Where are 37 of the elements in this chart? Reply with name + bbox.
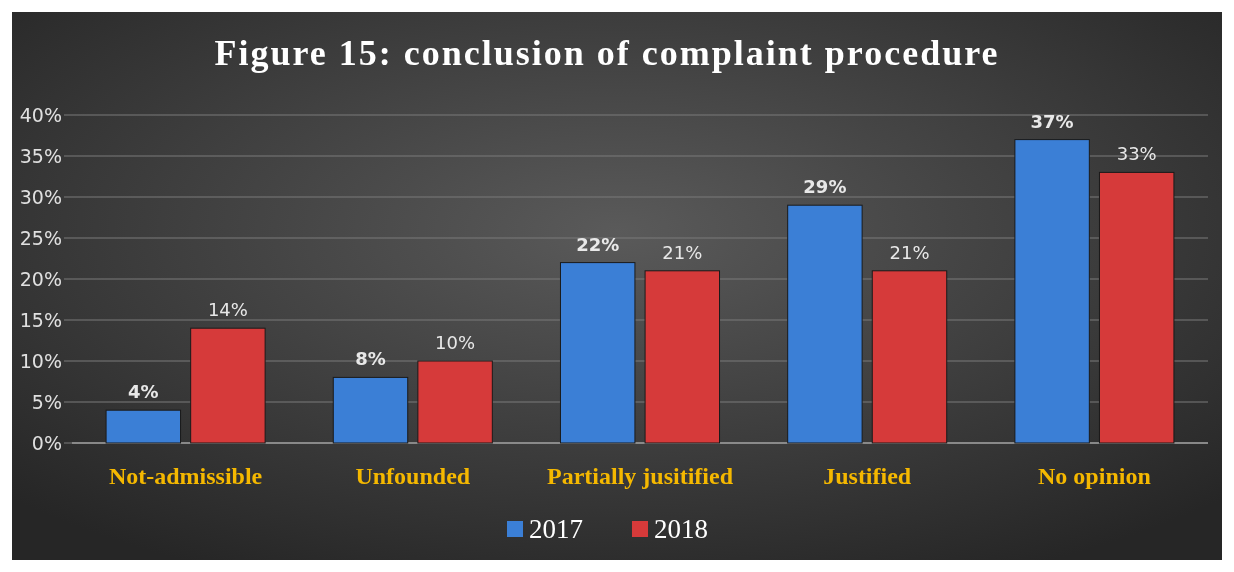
y-tick-label: 30% [19, 186, 62, 208]
bar [417, 360, 493, 444]
x-tick-label: Justified [823, 463, 912, 489]
data-label: 4% [128, 381, 159, 403]
y-tick-label: 10% [19, 350, 62, 372]
data-label: 22% [576, 233, 620, 255]
x-tick-label: Unfounded [355, 463, 471, 489]
data-label: 10% [435, 332, 476, 353]
x-tick-label: No opinion [1038, 463, 1151, 489]
bar [105, 409, 182, 444]
data-label: 8% [355, 348, 386, 370]
bar [1098, 171, 1175, 444]
text: 2017 [529, 514, 583, 544]
y-tick-label: 20% [19, 268, 62, 290]
y-tick-label: 0% [31, 432, 62, 454]
y-tick-label: 15% [19, 309, 62, 331]
data-label: 21% [889, 241, 930, 263]
bar [332, 376, 409, 444]
data-label: 37% [1030, 110, 1074, 132]
data-label: 33% [1116, 143, 1157, 165]
y-tick-label: 40% [19, 104, 62, 126]
chart-title: Figure 15: conclusion of complaint procedure [214, 33, 1000, 73]
y-tick-label: 5% [31, 391, 62, 413]
bar [787, 204, 863, 444]
bar [871, 270, 948, 444]
bar [1014, 139, 1090, 444]
legend-label: 2018 [654, 514, 708, 544]
bar [644, 270, 721, 444]
x-tick-label: Not-admissible [108, 463, 263, 489]
data-label: 14% [207, 299, 248, 321]
data-label: 29% [803, 176, 847, 198]
y-tick-label: 35% [19, 145, 62, 167]
y-tick-label: 25% [19, 227, 62, 249]
bar [190, 327, 266, 444]
x-tick-label: Partially jusitified [547, 463, 734, 489]
data-label: 21% [662, 241, 703, 263]
bar [559, 262, 636, 444]
